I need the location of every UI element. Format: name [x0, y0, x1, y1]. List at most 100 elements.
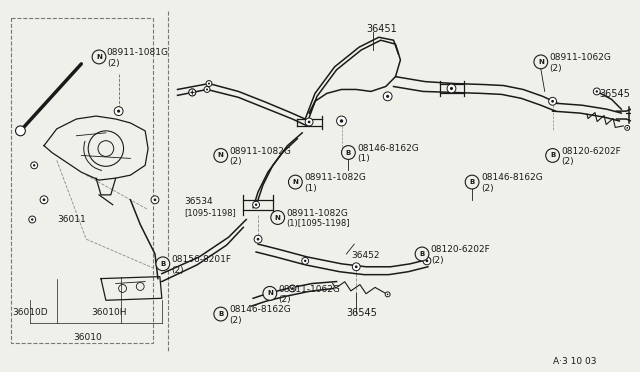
- Text: 08146-8162G: 08146-8162G: [230, 305, 291, 314]
- Text: 08156-8201F: 08156-8201F: [172, 255, 232, 264]
- Text: 36451: 36451: [366, 25, 397, 35]
- Circle shape: [33, 164, 35, 167]
- Text: (2): (2): [278, 295, 291, 304]
- Text: 36010: 36010: [74, 333, 102, 342]
- Circle shape: [551, 100, 554, 103]
- Circle shape: [92, 50, 106, 64]
- Bar: [11, 17, 153, 343]
- Circle shape: [117, 110, 120, 113]
- Text: [1095-1198]: [1095-1198]: [184, 208, 236, 217]
- Circle shape: [340, 119, 343, 123]
- Text: (1): (1): [357, 154, 370, 163]
- Circle shape: [40, 196, 48, 204]
- Circle shape: [191, 91, 193, 94]
- Text: N: N: [218, 153, 224, 158]
- Text: B: B: [160, 261, 166, 267]
- Text: 08120-6202F: 08120-6202F: [561, 147, 621, 155]
- Circle shape: [546, 148, 559, 162]
- Circle shape: [304, 260, 307, 262]
- Text: A·3 10 03: A·3 10 03: [552, 357, 596, 366]
- Circle shape: [355, 265, 358, 268]
- Text: 36452: 36452: [351, 251, 380, 260]
- Text: B: B: [346, 150, 351, 155]
- Circle shape: [596, 90, 598, 93]
- Text: N: N: [275, 215, 280, 221]
- Circle shape: [254, 235, 262, 243]
- Circle shape: [189, 89, 196, 96]
- Circle shape: [206, 89, 208, 90]
- Circle shape: [291, 287, 294, 290]
- Circle shape: [301, 257, 308, 264]
- Text: (2): (2): [107, 59, 120, 68]
- Circle shape: [271, 211, 285, 224]
- Circle shape: [308, 121, 310, 124]
- Text: (1)[1095-1198]: (1)[1095-1198]: [287, 219, 350, 228]
- Text: B: B: [419, 251, 425, 257]
- Circle shape: [342, 145, 355, 160]
- Circle shape: [253, 201, 260, 208]
- Circle shape: [387, 294, 388, 295]
- Text: 08911-1082G: 08911-1082G: [304, 173, 366, 182]
- Circle shape: [415, 247, 429, 261]
- Text: N: N: [292, 179, 298, 185]
- Circle shape: [305, 118, 313, 126]
- Circle shape: [214, 307, 228, 321]
- Circle shape: [189, 89, 196, 96]
- Text: N: N: [538, 59, 544, 65]
- Circle shape: [29, 216, 36, 223]
- Circle shape: [15, 126, 26, 136]
- Circle shape: [204, 87, 210, 92]
- Text: (2): (2): [230, 157, 242, 166]
- Text: 08911-1082G: 08911-1082G: [287, 209, 348, 218]
- Circle shape: [151, 196, 159, 204]
- Text: B: B: [470, 179, 475, 185]
- Circle shape: [386, 95, 389, 98]
- Text: (2): (2): [481, 184, 493, 193]
- Text: (1): (1): [304, 184, 317, 193]
- Text: 08120-6202F: 08120-6202F: [431, 245, 491, 254]
- Text: (2): (2): [172, 266, 184, 275]
- Text: 08911-1082G: 08911-1082G: [230, 147, 291, 155]
- Circle shape: [289, 175, 302, 189]
- Text: N: N: [267, 291, 273, 296]
- Text: 36534: 36534: [184, 197, 213, 206]
- Circle shape: [31, 218, 33, 221]
- Circle shape: [423, 257, 431, 265]
- Text: 36545: 36545: [600, 89, 630, 99]
- Text: (2): (2): [561, 157, 574, 166]
- Circle shape: [263, 286, 276, 300]
- Text: N: N: [96, 54, 102, 60]
- Circle shape: [337, 116, 346, 126]
- Circle shape: [156, 257, 170, 271]
- Circle shape: [154, 198, 156, 201]
- Circle shape: [627, 127, 628, 129]
- Circle shape: [625, 125, 630, 130]
- Circle shape: [593, 88, 600, 95]
- Circle shape: [208, 83, 210, 84]
- Circle shape: [447, 84, 456, 93]
- Circle shape: [383, 92, 392, 101]
- Circle shape: [465, 175, 479, 189]
- Text: 08911-1062G: 08911-1062G: [550, 53, 612, 62]
- Circle shape: [31, 162, 38, 169]
- Text: 08146-8162G: 08146-8162G: [481, 173, 543, 182]
- Text: 36545: 36545: [346, 308, 378, 318]
- Circle shape: [426, 260, 428, 262]
- Circle shape: [548, 97, 557, 105]
- Text: (2): (2): [230, 316, 242, 325]
- Circle shape: [214, 148, 228, 162]
- Circle shape: [352, 263, 360, 271]
- Circle shape: [385, 292, 390, 297]
- Circle shape: [289, 285, 296, 292]
- Text: B: B: [550, 153, 556, 158]
- Circle shape: [114, 107, 123, 116]
- Text: 08911-1062G: 08911-1062G: [278, 285, 340, 294]
- Circle shape: [450, 87, 453, 90]
- Text: (2): (2): [550, 64, 563, 73]
- Circle shape: [534, 55, 548, 69]
- Circle shape: [206, 81, 212, 87]
- Text: 36011: 36011: [58, 215, 86, 224]
- Circle shape: [255, 203, 257, 206]
- Text: (2): (2): [431, 256, 444, 265]
- Text: 08911-1081G: 08911-1081G: [107, 48, 169, 57]
